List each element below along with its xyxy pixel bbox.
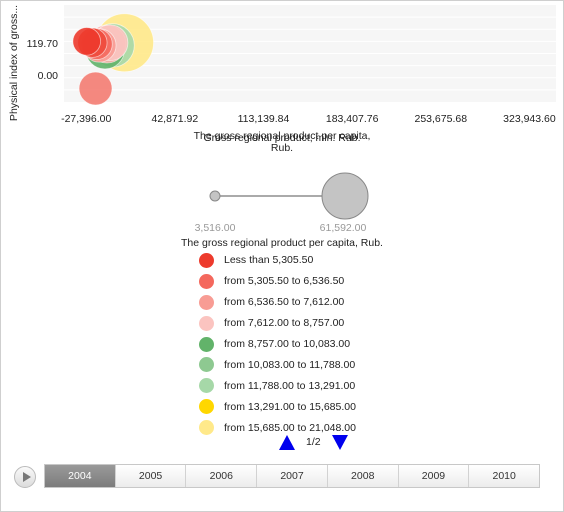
page-down-icon[interactable] <box>331 434 348 450</box>
page-up-icon[interactable] <box>279 434 295 450</box>
color-legend-title: The gross regional product per capita, R… <box>181 237 383 249</box>
y-tick-label: 119.70 <box>27 38 58 50</box>
y-axis-title: Physical index of gross... <box>8 5 20 121</box>
legend-item[interactable]: Less than 5,305.50 <box>199 250 356 271</box>
legend-item[interactable]: from 15,685.00 to 21,048.00 <box>199 417 356 438</box>
legend-label: from 8,757.00 to 10,083.00 <box>224 338 351 350</box>
legend-swatch <box>199 252 214 268</box>
size-legend-max-label: 61,592.00 <box>319 222 367 234</box>
x-tick-label: 42,871.92 <box>151 113 198 125</box>
legend-item[interactable]: from 8,757.00 to 10,083.00 <box>199 334 356 355</box>
legend-item[interactable]: from 5,305.50 to 6,536.50 <box>199 271 356 292</box>
x-tick-label: -27,396.00 <box>61 113 111 125</box>
legend-swatch <box>199 315 214 331</box>
page-indicator: 1/2 <box>306 436 321 448</box>
x-tick-label: 183,407.76 <box>326 113 379 125</box>
legend-item[interactable]: from 11,788.00 to 13,291.00 <box>199 375 356 396</box>
legend-pager: 1/2 <box>279 432 348 452</box>
timeline-year-2005[interactable]: 2005 <box>116 465 187 487</box>
x-axis-title: Gross regional product, mln. Rub. <box>204 132 361 144</box>
timeline-year-2010[interactable]: 2010 <box>492 470 516 482</box>
size-legend-min-circle <box>209 190 221 202</box>
legend-item[interactable]: from 10,083.00 to 11,788.00 <box>199 354 356 375</box>
bubble[interactable] <box>78 71 113 106</box>
timeline-year-2008[interactable]: 2008 <box>328 465 399 487</box>
legend-label: from 13,291.00 to 15,685.00 <box>224 400 356 413</box>
legend-swatch <box>199 420 214 436</box>
size-legend-max-circle <box>321 172 369 220</box>
legend-swatch <box>199 273 214 289</box>
bubble-chart: -27,396.00 42,871.92 113,139.84 183,407.76 2… <box>8 5 556 220</box>
timeline-year-2007[interactable]: 2007 <box>257 465 328 487</box>
legend-item[interactable]: from 13,291.00 to 15,685.00 <box>199 396 356 417</box>
size-legend-title: The gross regional product per capita, R… <box>193 130 371 154</box>
y-axis-ticks: 119.70 0.00 <box>27 38 59 82</box>
legend-item[interactable]: from 6,536.50 to 7,612.00 <box>199 292 356 313</box>
timeline-year-2004[interactable]: 2004 <box>45 465 116 487</box>
legend-swatch <box>199 399 214 415</box>
size-legend-min-label: 3,516.00 <box>194 222 236 234</box>
x-tick-label: 323,943.60 <box>503 113 556 125</box>
x-axis-ticks: -27,396.00 42,871.92 113,139.84 183,407.76 2… <box>61 113 556 125</box>
legend-label: from 6,536.50 to 7,612.00 <box>224 296 345 309</box>
legend-label: from 7,612.00 to 8,757.00 <box>224 317 345 330</box>
x-tick-label: 253,675.68 <box>415 113 468 125</box>
legend-label: from 10,083.00 to 11,788.00 <box>224 358 356 371</box>
size-legend-graphic <box>209 172 369 220</box>
timeline: 2004 2005 2006 2007 2008 2009 2010 <box>14 464 540 490</box>
timeline-year-2006[interactable]: 2006 <box>186 465 258 487</box>
x-tick-label: 113,139.84 <box>238 113 290 125</box>
legend-label: from 11,788.00 to 13,291.00 <box>224 379 356 392</box>
legend-item[interactable]: from 7,612.00 to 8,757.00 <box>199 313 356 334</box>
play-icon <box>23 472 31 482</box>
legend-label: from 5,305.50 to 6,536.50 <box>224 275 345 288</box>
legend-swatch <box>199 336 214 352</box>
legend-label: from 15,685.00 to 21,048.00 <box>224 421 356 434</box>
y-tick-label: 0.00 <box>38 70 59 82</box>
timeline-years: 2004 2005 2006 2007 2008 2009 2010 <box>44 464 540 488</box>
bubble-series <box>72 13 154 106</box>
legend-swatch <box>199 357 214 373</box>
legend-label: Less than 5,305.50 <box>224 254 314 267</box>
timeline-year-2009[interactable]: 2009 <box>399 465 470 487</box>
play-button[interactable] <box>14 466 36 488</box>
legend-swatch <box>199 378 214 394</box>
bubble[interactable] <box>72 27 101 56</box>
color-legend: Less than 5,305.50 from 5,305.50 to 6,536… <box>199 250 356 438</box>
legend-swatch <box>199 294 214 310</box>
